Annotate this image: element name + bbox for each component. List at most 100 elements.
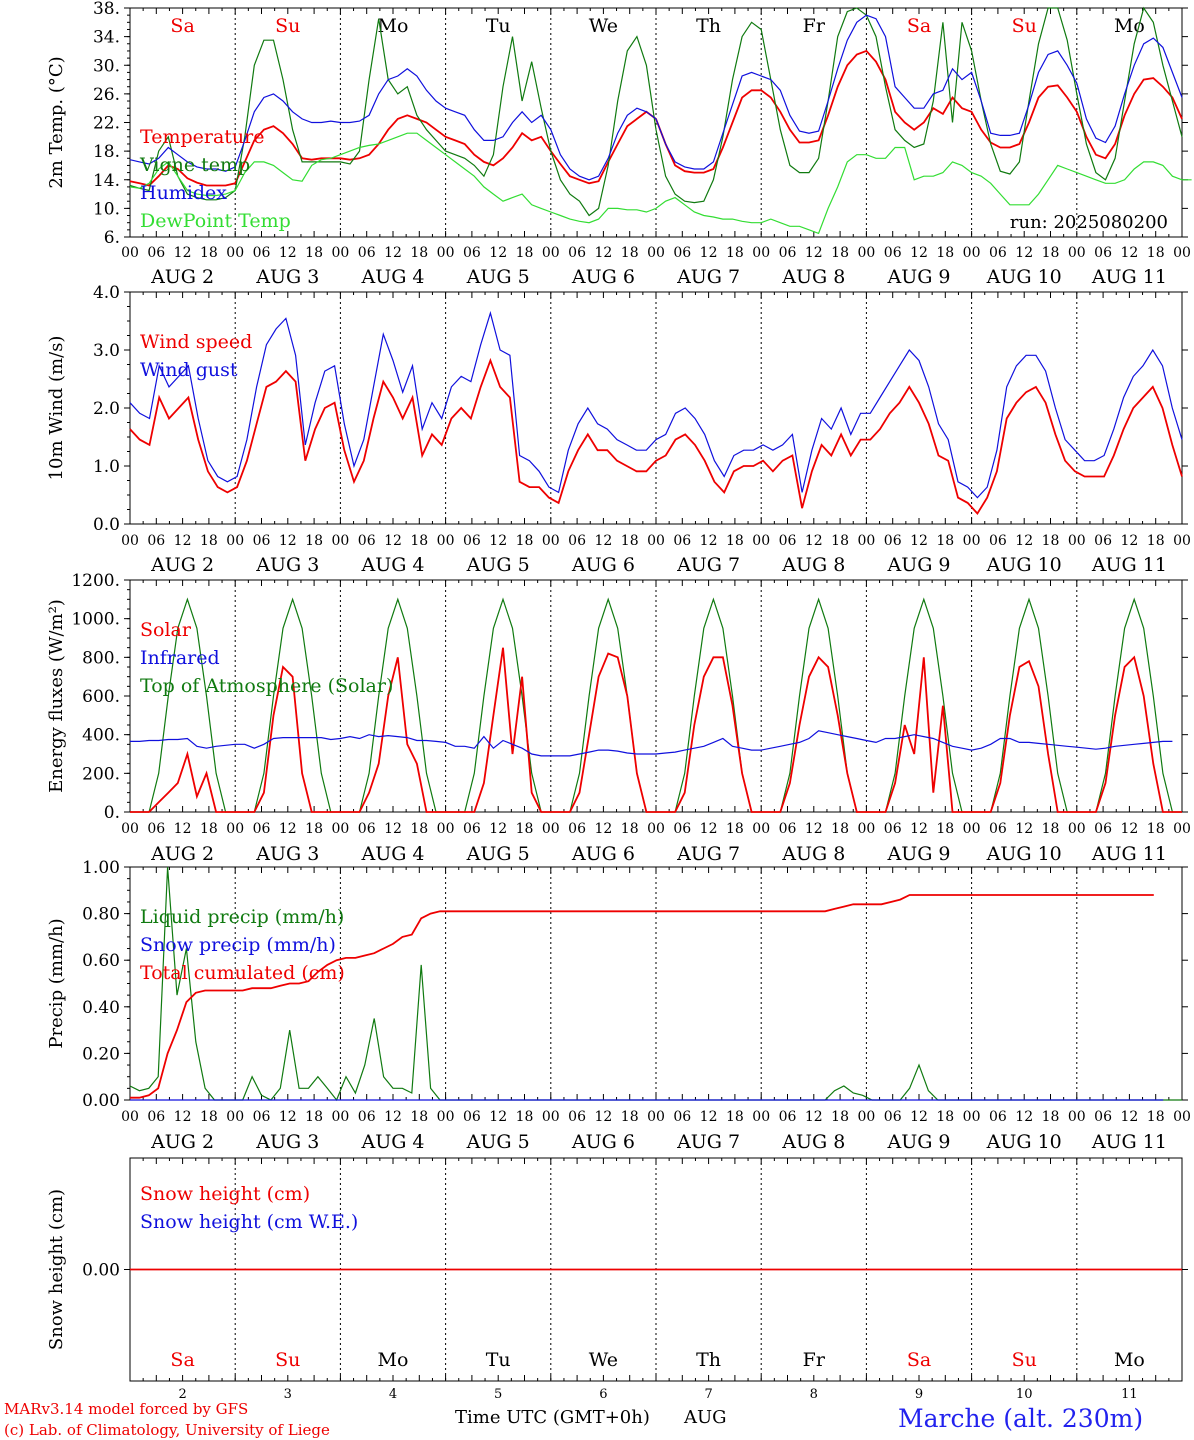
hour-tick-label: 12 [1015,533,1033,549]
hour-tick-label: 18 [1042,821,1060,837]
hour-tick-label: 18 [621,533,639,549]
y-tick-label: 6. [104,228,120,248]
date-label: AUG 11 [1091,843,1167,865]
legend-entry: Humidex [140,182,227,204]
hour-tick-label: 00 [542,1109,560,1125]
hour-tick-label: 00 [226,245,244,261]
hour-tick-label: 00 [647,533,665,549]
y-tick-label: 18. [93,142,120,162]
hour-tick-label: 12 [489,533,507,549]
y-tick-label: 400. [82,726,120,746]
hour-tick-label: 18 [831,1109,849,1125]
chart-panel: 6. 10. 14. 18. 22. 26. 30. 34. 38. 2m Temp. (°C) 0… [46,0,1192,288]
hour-tick-label: 12 [594,1109,612,1125]
y-tick-label: 38. [93,0,120,19]
hour-tick-label: 18 [305,245,323,261]
hour-tick-label: 00 [437,821,455,837]
date-label: AUG 5 [466,1131,530,1153]
hour-tick-label: 12 [594,245,612,261]
plot-frame [129,7,1183,238]
hour-tick-label: 12 [384,821,402,837]
hour-tick-label: 06 [568,821,586,837]
day-number-label: 5 [494,1387,502,1402]
model-credit-line: MARv3.14 model forced by GFS [4,1400,248,1418]
hour-tick-label: 00 [331,245,349,261]
hour-tick-label: 18 [621,245,639,261]
date-label: AUG 6 [571,266,635,288]
hour-tick-label: 18 [831,821,849,837]
hour-tick-label: 18 [726,245,744,261]
date-label: AUG 7 [676,843,740,865]
hour-tick-label: 18 [1147,533,1165,549]
time-axis-label: Time UTC (GMT+0h) [455,1407,650,1428]
hour-tick-label: 12 [174,245,192,261]
hour-tick-label: 00 [437,1109,455,1125]
hour-tick-label: 12 [805,821,823,837]
date-label: AUG 8 [781,554,845,576]
y-tick-label: 14. [93,171,120,191]
hour-tick-label: 12 [279,533,297,549]
y-tick-label: 800. [82,648,120,668]
hour-tick-label: 06 [147,245,165,261]
hour-tick-label: 12 [700,533,718,549]
hour-tick-label: 18 [516,1109,534,1125]
date-label: AUG 2 [150,266,214,288]
hour-tick-label: 00 [121,821,139,837]
hour-tick-label: 06 [463,245,481,261]
y-tick-label: 34. [93,28,120,48]
date-label: AUG 9 [886,1131,950,1153]
hour-tick-label: 00 [542,821,560,837]
hour-tick-label: 00 [437,533,455,549]
date-label: AUG 3 [255,554,319,576]
hour-tick-label: 12 [279,1109,297,1125]
hour-tick-label: 12 [279,821,297,837]
hour-tick-label: 00 [963,1109,981,1125]
hour-tick-label: 00 [437,245,455,261]
date-label: AUG 9 [886,266,950,288]
hour-tick-label: 12 [700,245,718,261]
weekday-label: Mo [378,1349,409,1371]
hour-tick-label: 18 [1042,533,1060,549]
hour-tick-label: 00 [331,533,349,549]
hour-tick-label: 06 [779,533,797,549]
hour-tick-label: 00 [752,821,770,837]
weekday-label: Fr [803,1349,826,1371]
hour-tick-label: 18 [621,1109,639,1125]
hour-tick-label: 00 [1173,1109,1191,1125]
date-label: AUG 3 [255,266,319,288]
hour-tick-label: 00 [1173,245,1191,261]
date-label: AUG 7 [676,1131,740,1153]
y-tick-label: 0.20 [82,1044,120,1064]
day-number-label: 7 [704,1387,712,1402]
hour-tick-label: 18 [410,1109,428,1125]
hour-tick-label: 06 [1094,533,1112,549]
hour-tick-label: 18 [726,533,744,549]
hour-tick-label: 00 [121,1109,139,1125]
hour-tick-label: 18 [305,533,323,549]
hour-tick-label: 12 [700,821,718,837]
weekday-label: Th [696,15,721,37]
hour-tick-label: 06 [568,245,586,261]
y-tick-label: 0.60 [82,951,120,971]
weekday-label: Sa [170,15,194,37]
y-tick-label: 0.80 [82,905,120,925]
hour-tick-label: 18 [726,1109,744,1125]
date-label: AUG 10 [986,843,1062,865]
hour-tick-label: 06 [253,1109,271,1125]
hour-tick-label: 00 [1068,245,1086,261]
hour-tick-label: 06 [147,1109,165,1125]
hour-tick-label: 18 [200,1109,218,1125]
y-axis-label: Precip (mm/h) [46,918,67,1048]
y-tick-label: 0.00 [82,1261,120,1281]
series-line [130,647,1182,813]
weekday-label: Tu [486,1349,511,1371]
hour-tick-label: 00 [1173,533,1191,549]
hour-tick-label: 12 [174,1109,192,1125]
hour-tick-label: 06 [884,533,902,549]
day-number-label: 2 [178,1387,186,1402]
y-tick-label: 1000. [71,610,120,630]
hour-tick-label: 12 [910,533,928,549]
hour-tick-label: 00 [857,1109,875,1125]
hour-tick-label: 06 [358,533,376,549]
hour-tick-label: 18 [410,245,428,261]
